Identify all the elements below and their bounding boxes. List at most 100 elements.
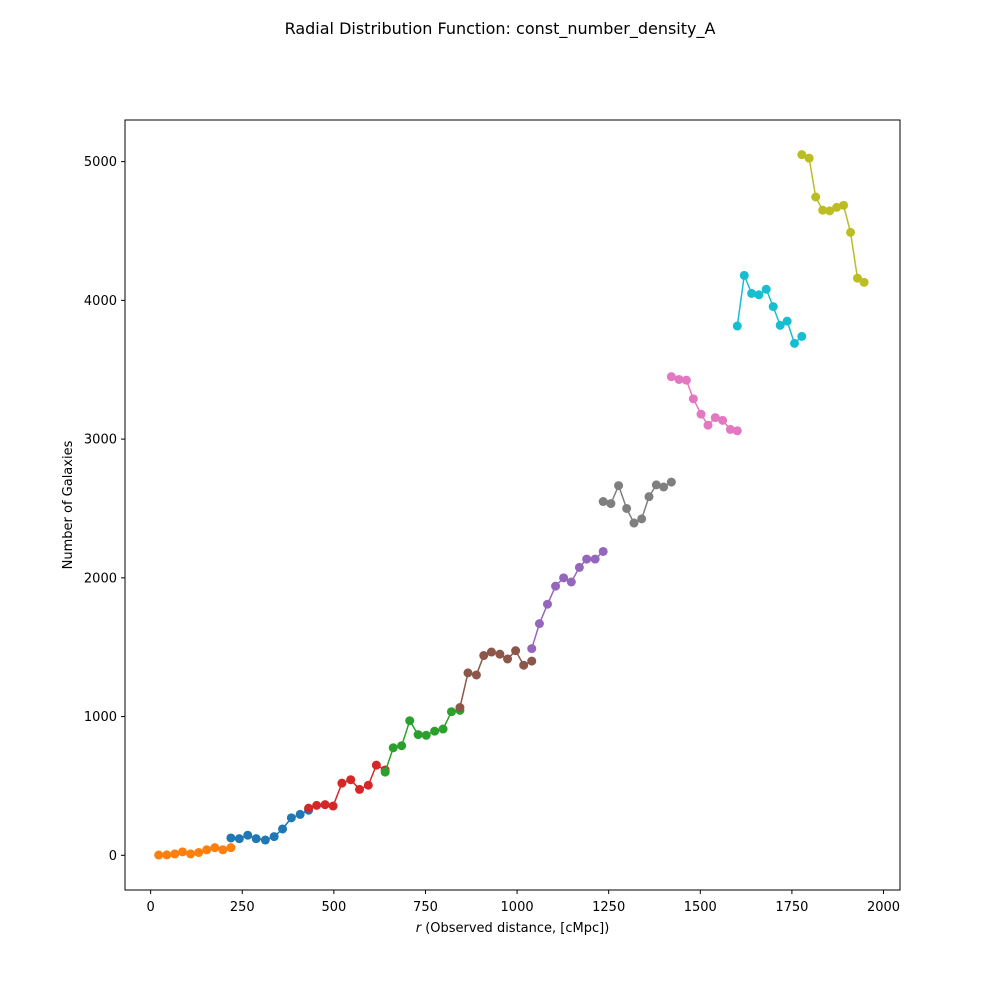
- data-point: [598, 546, 608, 556]
- data-point: [320, 800, 330, 810]
- x-axis-unit: (Observed distance, [cMpc]): [421, 921, 609, 936]
- series-bin-6: [598, 477, 676, 528]
- data-point: [542, 599, 552, 609]
- data-point: [768, 302, 778, 312]
- data-point: [754, 290, 764, 300]
- data-point: [455, 703, 465, 713]
- data-point: [725, 424, 735, 434]
- data-point: [430, 726, 440, 736]
- data-point: [710, 413, 720, 423]
- series-bin-2: [304, 760, 390, 813]
- data-point: [747, 288, 757, 298]
- series-line: [459, 649, 533, 708]
- series-line: [230, 809, 309, 841]
- x-tick-label: 1750: [775, 900, 808, 915]
- data-point: [644, 492, 654, 502]
- data-point: [495, 649, 505, 659]
- data-point: [551, 581, 561, 591]
- data-point: [688, 394, 698, 404]
- data-point: [818, 205, 828, 215]
- data-point: [218, 845, 228, 855]
- series-bin-0: [154, 843, 236, 860]
- data-point: [471, 670, 481, 680]
- data-point: [559, 573, 569, 583]
- data-point: [681, 375, 691, 385]
- data-point: [312, 800, 322, 810]
- data-point: [328, 801, 338, 811]
- y-tick-label: 1000: [84, 710, 117, 725]
- data-point: [178, 847, 188, 857]
- series-line: [801, 154, 865, 283]
- data-point: [519, 660, 529, 670]
- data-point: [852, 273, 862, 283]
- data-point: [832, 202, 842, 212]
- data-point: [732, 426, 742, 436]
- plot-frame: [124, 119, 901, 891]
- data-point: [703, 420, 713, 430]
- x-axis-ticks: 0 250 500 750 1000 1250 1500 1750 2000: [147, 890, 900, 915]
- data-point: [527, 644, 537, 654]
- series-bin-7: [666, 372, 742, 436]
- data-point: [170, 849, 180, 859]
- chart-title: Radial Distribution Function: const_numb…: [285, 19, 716, 39]
- data-point: [804, 153, 814, 163]
- data-point: [486, 647, 496, 657]
- x-tick-label: 1500: [684, 900, 717, 915]
- series-bin-8: [732, 270, 807, 348]
- data-point: [421, 730, 431, 740]
- data-point: [413, 730, 423, 740]
- data-point: [446, 707, 456, 717]
- y-tick-label: 4000: [84, 294, 117, 309]
- data-point: [438, 724, 448, 734]
- data-point: [797, 150, 807, 160]
- data-point: [651, 480, 661, 490]
- data-point: [397, 741, 407, 751]
- data-point: [210, 843, 220, 853]
- data-point: [226, 833, 236, 843]
- data-point: [527, 656, 537, 666]
- data-point: [286, 813, 296, 823]
- series-bin-4: [455, 646, 537, 713]
- data-point: [718, 415, 728, 425]
- y-axis-ticks: 0 1000 2000 3000 4000 5000: [84, 155, 125, 864]
- data-point: [789, 338, 799, 348]
- data-point: [629, 518, 639, 528]
- data-point: [614, 481, 624, 491]
- y-tick-label: 2000: [84, 571, 117, 586]
- series-bin-5: [527, 546, 608, 654]
- series-line: [531, 550, 604, 649]
- data-point: [582, 554, 592, 564]
- data-point: [566, 577, 576, 587]
- data-point: [337, 778, 347, 788]
- y-axis-label: Number of Galaxies: [61, 440, 76, 569]
- data-point: [846, 227, 856, 237]
- data-point: [243, 830, 253, 840]
- data-point: [405, 716, 415, 726]
- x-tick-label: 0: [147, 900, 155, 915]
- data-point: [355, 784, 365, 794]
- data-point: [666, 477, 676, 487]
- y-tick-label: 3000: [84, 433, 117, 448]
- series-bin-9: [797, 150, 869, 287]
- data-point: [732, 321, 742, 331]
- data-point: [304, 803, 314, 813]
- x-tick-label: 1000: [501, 900, 534, 915]
- x-tick-label: 750: [413, 900, 438, 915]
- series-line: [308, 764, 386, 809]
- data-point: [811, 192, 821, 202]
- data-point: [534, 619, 544, 629]
- data-point: [511, 646, 521, 656]
- data-point: [739, 270, 749, 280]
- series-bin-3: [380, 705, 465, 777]
- series-line: [736, 272, 803, 345]
- x-tick-label: 1250: [592, 900, 625, 915]
- data-point: [839, 200, 849, 210]
- data-point: [637, 514, 647, 524]
- x-tick-label: 250: [230, 900, 255, 915]
- x-axis-label: r (Observed distance, [cMpc]): [416, 921, 610, 936]
- data-point: [622, 503, 632, 513]
- data-point: [503, 654, 513, 664]
- x-tick-label: 500: [321, 900, 346, 915]
